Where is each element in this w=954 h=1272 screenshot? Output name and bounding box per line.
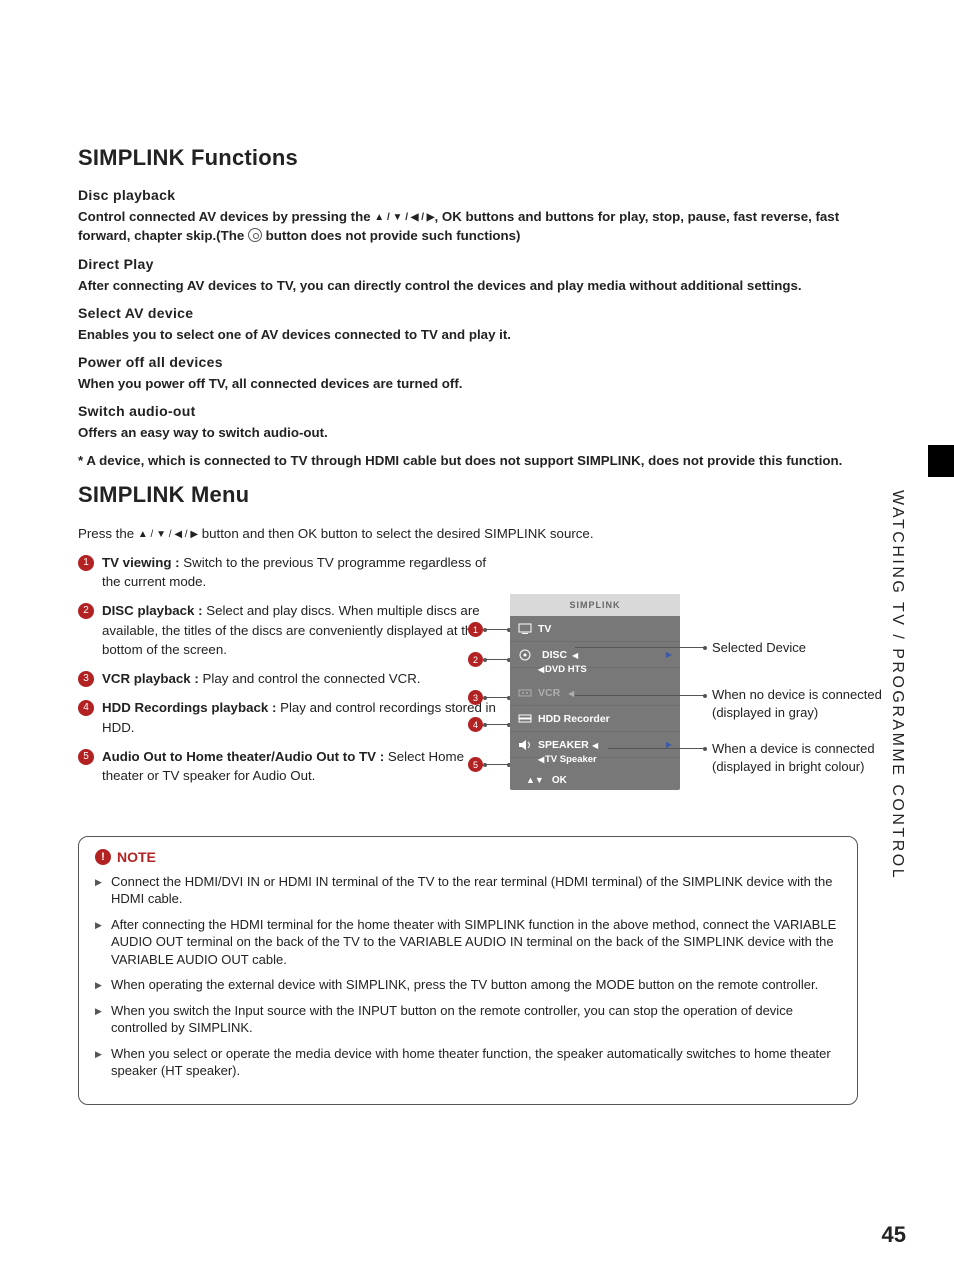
menu-item-4: 4 HDD Recordings playback : Play and con…	[78, 698, 496, 737]
func-text-4: Offers an easy way to switch audio-out.	[78, 423, 858, 442]
panel-row-vcr-label: VCR	[538, 687, 680, 699]
panel-logo: SIMPLINK	[510, 594, 680, 616]
func-text-0: Control connected AV devices by pressing…	[78, 207, 858, 246]
panel-row-tv-label: TV	[538, 623, 680, 635]
chevron-left-icon: ◀	[538, 665, 544, 674]
menu-item-list: 1 TV viewing : Switch to the previous TV…	[78, 553, 496, 796]
panel-footer: ▲▼ OK	[510, 770, 680, 790]
badge-2: 2	[78, 603, 94, 619]
disc-icon	[518, 649, 532, 661]
note-icon: !	[95, 849, 111, 865]
badge-2-diagram: 2	[468, 652, 483, 667]
menu-item-2: 2 DISC playback : Select and play discs.…	[78, 601, 496, 659]
panel-row-disc-sub: ◀ DVD HTS	[510, 662, 680, 676]
panel-row-speaker-sub: ◀ TV Speaker	[510, 752, 680, 766]
side-tab-marker	[928, 445, 954, 477]
badge-5: 5	[78, 749, 94, 765]
simplink-panel: SIMPLINK TV DISC ◀ ▶ ◀ DVD HTS VCR ◀ HDD…	[510, 594, 680, 790]
annotation-conn: When a device is connected (displayed in…	[712, 740, 892, 776]
badge-3: 3	[78, 671, 94, 687]
menu-title: SIMPLINK Menu	[78, 482, 858, 508]
page-number: 45	[882, 1222, 906, 1248]
badge-4-diagram: 4	[468, 717, 483, 732]
functions-footnote: * A device, which is connected to TV thr…	[78, 453, 858, 468]
note-item: When operating the external device with …	[95, 976, 841, 994]
speaker-icon	[518, 739, 532, 751]
panel-row-tv: TV	[510, 616, 680, 642]
annotation-selected: Selected Device	[712, 639, 892, 657]
chevron-left-icon: ◀	[538, 755, 544, 764]
panel-row-disc-label: DISC	[538, 649, 680, 661]
badge-1: 1	[78, 555, 94, 571]
menu-item-3: 3 VCR playback : Play and control the co…	[78, 669, 496, 688]
badge-4: 4	[78, 700, 94, 716]
badge-3-diagram: 3	[468, 690, 483, 705]
note-item: When you select or operate the media dev…	[95, 1045, 841, 1080]
func-text-2: Enables you to select one of AV devices …	[78, 325, 858, 344]
func-heading-0: Disc playback	[78, 187, 858, 203]
panel-row-vcr: VCR ◀	[510, 680, 680, 706]
menu-intro: Press the ▲ / ▼ / ◀ / ▶ button and then …	[78, 524, 858, 543]
ok-circle-icon	[248, 228, 262, 242]
badge-1-diagram: 1	[468, 622, 483, 637]
panel-footer-ok: OK	[552, 775, 567, 786]
functions-title: SIMPLINK Functions	[78, 145, 858, 171]
func-text-1: After connecting AV devices to TV, you c…	[78, 276, 858, 295]
func-text-3: When you power off TV, all connected dev…	[78, 374, 858, 393]
chevron-right-icon: ▶	[666, 650, 672, 659]
vcr-icon	[518, 687, 532, 699]
updown-icon: ▲▼	[526, 775, 544, 785]
note-item: After connecting the HDMI terminal for t…	[95, 916, 841, 969]
func-heading-2: Select AV device	[78, 305, 858, 321]
panel-row-hdd-label: HDD Recorder	[538, 713, 680, 725]
note-item: When you switch the Input source with th…	[95, 1002, 841, 1037]
simplink-diagram: 1 2 3 4 5 SIMPLINK TV DISC ◀ ▶ ◀ DVD HTS…	[490, 580, 890, 830]
func-heading-1: Direct Play	[78, 256, 858, 272]
note-item: Connect the HDMI/DVI IN or HDMI IN termi…	[95, 873, 841, 908]
func-heading-3: Power off all devices	[78, 354, 858, 370]
badge-5-diagram: 5	[468, 757, 483, 772]
tv-icon	[518, 623, 532, 635]
note-heading: ! NOTE	[95, 849, 841, 865]
menu-item-1: 1 TV viewing : Switch to the previous TV…	[78, 553, 496, 592]
menu-item-5: 5 Audio Out to Home theater/Audio Out to…	[78, 747, 496, 786]
hdd-icon	[518, 713, 532, 725]
note-box: ! NOTE Connect the HDMI/DVI IN or HDMI I…	[78, 836, 858, 1105]
panel-row-hdd: HDD Recorder	[510, 706, 680, 732]
func-heading-4: Switch audio-out	[78, 403, 858, 419]
annotation-noconn: When no device is connected (displayed i…	[712, 686, 892, 722]
